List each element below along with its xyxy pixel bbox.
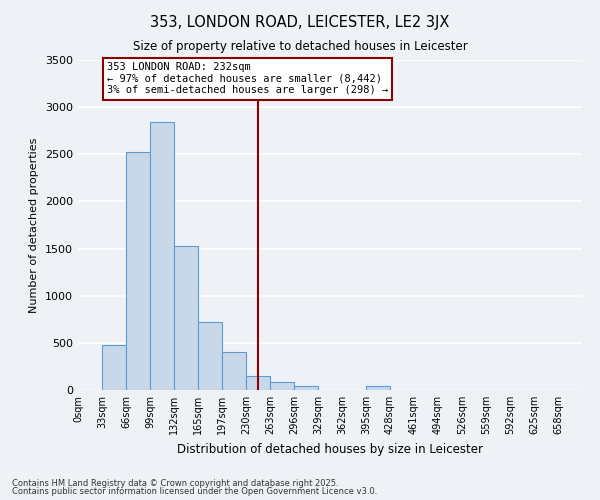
Bar [222, 352, 246, 390]
X-axis label: Distribution of detached houses by size in Leicester: Distribution of detached houses by size … [177, 442, 483, 456]
Bar [126, 152, 150, 390]
Text: 353, LONDON ROAD, LEICESTER, LE2 3JX: 353, LONDON ROAD, LEICESTER, LE2 3JX [151, 15, 449, 30]
Bar [294, 386, 318, 390]
Text: Contains HM Land Registry data © Crown copyright and database right 2025.: Contains HM Land Registry data © Crown c… [12, 479, 338, 488]
Text: Size of property relative to detached houses in Leicester: Size of property relative to detached ho… [133, 40, 467, 53]
Text: 353 LONDON ROAD: 232sqm
← 97% of detached houses are smaller (8,442)
3% of semi-: 353 LONDON ROAD: 232sqm ← 97% of detache… [107, 62, 388, 96]
Y-axis label: Number of detached properties: Number of detached properties [29, 138, 40, 312]
Bar [150, 122, 174, 390]
Bar [198, 322, 222, 390]
Bar [102, 345, 126, 390]
Bar [246, 376, 270, 390]
Text: Contains public sector information licensed under the Open Government Licence v3: Contains public sector information licen… [12, 486, 377, 496]
Bar [366, 386, 390, 390]
Bar [174, 246, 198, 390]
Bar [270, 382, 294, 390]
